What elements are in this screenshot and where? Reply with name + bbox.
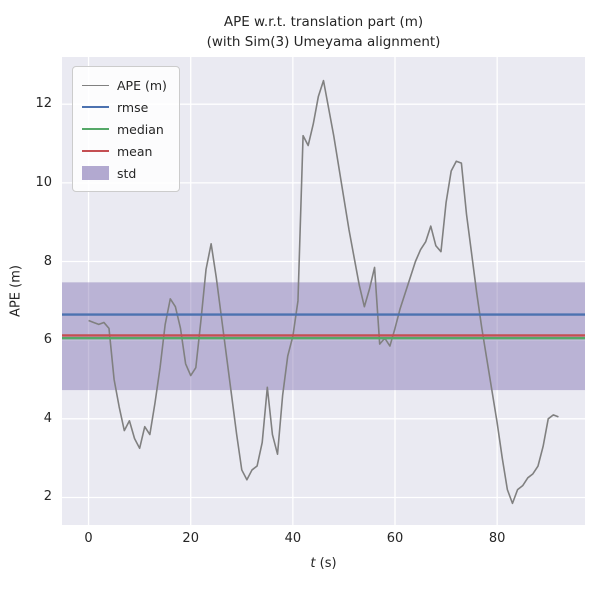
legend-item-std: std xyxy=(82,162,167,184)
legend-swatch-line xyxy=(82,84,109,86)
y-tick-label: 2 xyxy=(43,489,52,505)
x-axis-label-unit: (s) xyxy=(315,556,337,571)
y-tick-label: 6 xyxy=(43,332,52,348)
x-tick-label: 60 xyxy=(386,531,404,546)
legend-label: mean xyxy=(117,143,153,159)
x-tick-label: 40 xyxy=(284,531,302,546)
legend-label: std xyxy=(117,165,137,181)
legend-item-ape-m-: APE (m) xyxy=(82,74,167,96)
legend-swatch-line xyxy=(82,128,109,130)
x-axis-label-var: t xyxy=(310,556,316,571)
legend-swatch-patch xyxy=(82,166,109,180)
ape-line xyxy=(88,79,559,505)
legend-item-rmse: rmse xyxy=(82,96,167,118)
y-tick-label: 10 xyxy=(35,174,52,190)
x-axis-label: t (s) xyxy=(62,556,585,571)
y-tick-label: 8 xyxy=(43,253,52,269)
legend-label: rmse xyxy=(117,99,149,115)
chart-title-line1: APE w.r.t. translation part (m) xyxy=(223,14,424,30)
chart-title: APE w.r.t. translation part (m) (with Si… xyxy=(62,12,585,53)
legend-label: APE (m) xyxy=(117,77,167,93)
legend: APE (m) rmse median mean std xyxy=(72,66,180,192)
legend-swatch-line xyxy=(82,106,109,108)
legend-item-mean: mean xyxy=(82,140,167,162)
x-tick-labels: 0 20 40 60 80 xyxy=(62,530,585,550)
legend-swatch-line xyxy=(82,150,109,152)
chart-title-line2: (with Sim(3) Umeyama alignment) xyxy=(206,34,441,51)
x-tick-label: 80 xyxy=(488,531,506,546)
y-tick-label: 12 xyxy=(35,96,52,112)
y-tick-label: 4 xyxy=(43,410,52,426)
legend-item-median: median xyxy=(82,118,167,140)
y-tick-labels: 2 4 6 8 10 12 xyxy=(0,57,52,525)
legend-label: median xyxy=(117,121,164,137)
x-tick-label: 0 xyxy=(84,531,93,546)
x-tick-label: 20 xyxy=(182,531,199,546)
